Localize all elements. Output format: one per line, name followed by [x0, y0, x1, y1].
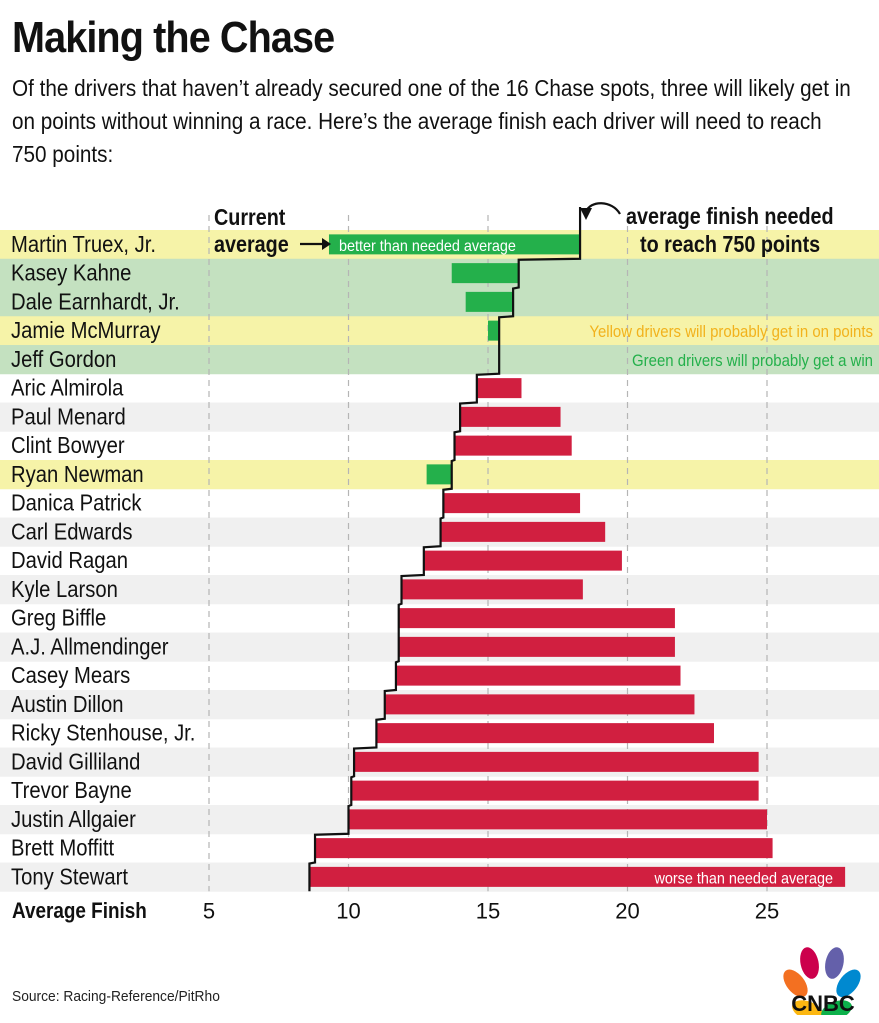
- x-tick-label: 25: [755, 898, 779, 923]
- driver-label: Kyle Larson: [11, 576, 118, 603]
- bar: [328, 234, 581, 255]
- driver-label: Martin Truex, Jr.: [11, 231, 156, 258]
- needed-label: to reach 750 points: [640, 232, 820, 258]
- yellow-note: Yellow drivers will probably get in on p…: [589, 323, 873, 341]
- source-note: Source: Racing-Reference/PitRho: [12, 988, 220, 1005]
- driver-label: Justin Allgaier: [11, 806, 136, 833]
- driver-label: Aric Almirola: [11, 375, 124, 402]
- bar: [376, 723, 714, 744]
- x-tick-label: 5: [203, 898, 215, 923]
- current-average-label: average: [214, 232, 289, 258]
- bar: [443, 493, 581, 514]
- x-axis-label: Average Finish: [12, 899, 147, 924]
- driver-label: Brett Moffitt: [11, 835, 114, 862]
- driver-label: Clint Bowyer: [11, 432, 125, 459]
- driver-label: Casey Mears: [11, 662, 130, 689]
- bar: [488, 320, 500, 341]
- bar: [398, 608, 675, 629]
- x-tick-label: 20: [615, 898, 639, 923]
- peacock-feather-blue: [836, 969, 861, 998]
- driver-label: David Ragan: [11, 547, 128, 574]
- bar: [309, 866, 846, 887]
- needed-arrowhead: [580, 208, 592, 220]
- bar: [460, 406, 561, 427]
- bar: [354, 751, 759, 772]
- x-tick-label: 15: [476, 898, 500, 923]
- needed-average-line: [308, 207, 582, 892]
- driver-label: Paul Menard: [11, 403, 126, 430]
- peacock-feather-orange: [783, 969, 808, 998]
- peacock-feather-yellow: [792, 1000, 823, 1015]
- peacock-feather-green: [821, 1000, 852, 1015]
- row-band: [0, 345, 879, 375]
- bar: [454, 435, 572, 456]
- bar: [351, 780, 759, 801]
- worse-label: worse than needed average: [654, 870, 833, 888]
- chart-subtitle: Of the drivers that haven’t already secu…: [12, 75, 851, 167]
- current-average-label: Current: [214, 205, 285, 231]
- row-band: [0, 287, 879, 317]
- cnbc-wordmark: CNBC: [791, 991, 855, 1015]
- bar: [476, 378, 522, 399]
- driver-label: Jamie McMurray: [11, 317, 161, 344]
- bar: [440, 521, 606, 542]
- driver-label: Ryan Newman: [11, 461, 144, 488]
- bar: [426, 464, 452, 485]
- bar: [315, 838, 773, 859]
- x-tick-label: 10: [336, 898, 360, 923]
- bar: [398, 636, 675, 657]
- driver-label: Trevor Bayne: [11, 777, 132, 804]
- bar: [465, 291, 514, 312]
- driver-label: Ricky Stenhouse, Jr.: [11, 720, 195, 747]
- driver-label: Austin Dillon: [11, 691, 123, 718]
- bars: [309, 234, 846, 887]
- x-axis: Average Finish 5 10 15 20 25: [12, 898, 779, 923]
- bar: [384, 694, 695, 715]
- driver-label: David Gilliland: [11, 748, 140, 775]
- driver-label: Danica Patrick: [11, 490, 142, 517]
- needed-step-line: [308, 207, 582, 892]
- driver-label: Tony Stewart: [11, 863, 128, 890]
- peacock-feather-purple: [825, 947, 844, 979]
- driver-label: Dale Earnhardt, Jr.: [11, 288, 180, 315]
- row-band: [0, 402, 879, 432]
- bar: [423, 550, 622, 571]
- chart-title: Making the Chase: [12, 13, 335, 62]
- driver-label: Kasey Kahne: [11, 260, 131, 287]
- driver-label: A.J. Allmendinger: [11, 633, 168, 660]
- needed-label: average finish needed: [626, 204, 834, 230]
- bar: [451, 263, 519, 284]
- row-band: [0, 258, 879, 288]
- green-note: Green drivers will probably get a win: [632, 352, 873, 370]
- driver-label: Jeff Gordon: [11, 346, 116, 373]
- bar: [348, 809, 767, 830]
- row-band: [0, 316, 879, 346]
- bar: [401, 579, 583, 600]
- bar: [395, 665, 681, 686]
- driver-label: Carl Edwards: [11, 518, 133, 545]
- better-label: better than needed average: [339, 237, 516, 255]
- current-average-arrowhead: [322, 238, 331, 250]
- driver-label: Greg Biffle: [11, 605, 106, 632]
- cnbc-logo: CNBC: [783, 947, 861, 1015]
- peacock-feather-red: [800, 947, 819, 979]
